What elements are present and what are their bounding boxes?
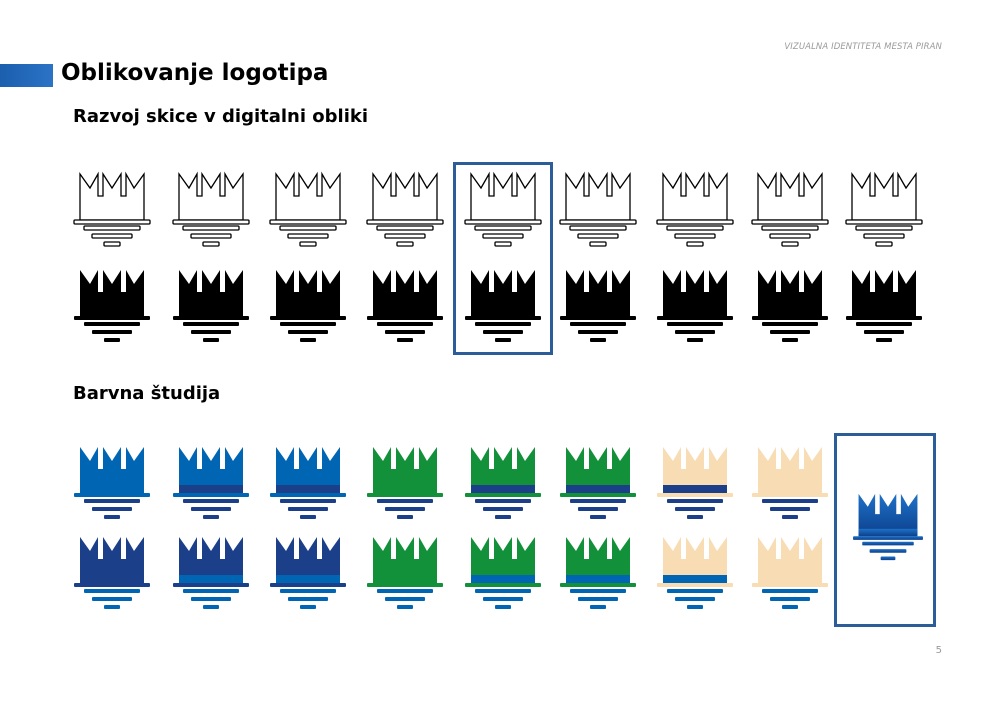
logo-color-variant <box>169 531 253 615</box>
selected-sketch-frame <box>453 162 553 355</box>
logo-color-variant <box>363 531 447 615</box>
logo-sketch-outline <box>70 168 154 252</box>
logo-color-variant <box>556 531 640 615</box>
section-heading-sketch: Razvoj skice v digitalni obliki <box>73 106 369 127</box>
logo-color-variant <box>70 441 154 525</box>
logo-sketch-outline <box>266 168 350 252</box>
logo-final-gradient <box>849 488 926 565</box>
accent-tab <box>0 64 53 87</box>
logo-color-variant <box>363 441 447 525</box>
logo-sketch-outline <box>748 168 832 252</box>
logo-sketch-filled <box>461 264 545 348</box>
logo-color-variant <box>653 441 737 525</box>
page-number: 5 <box>935 645 942 656</box>
logo-color-variant <box>461 441 545 525</box>
page-title: Oblikovanje logotipa <box>61 60 329 86</box>
logo-sketch-outline <box>556 168 640 252</box>
logo-color-variant <box>461 531 545 615</box>
logo-sketch-filled <box>70 264 154 348</box>
logo-color-variant <box>748 531 832 615</box>
logo-sketch-outline <box>461 168 545 252</box>
logo-sketch-outline <box>653 168 737 252</box>
logo-sketch-outline <box>169 168 253 252</box>
logo-sketch-filled <box>556 264 640 348</box>
logo-color-variant <box>169 441 253 525</box>
logo-color-variant <box>556 441 640 525</box>
logo-sketch-filled <box>169 264 253 348</box>
running-header: VIZUALNA IDENTITETA MESTA PIRAN <box>784 42 942 52</box>
logo-sketch-outline <box>842 168 926 252</box>
logo-color-variant <box>70 531 154 615</box>
logo-sketch-outline <box>363 168 447 252</box>
logo-color-variant <box>653 531 737 615</box>
section-heading-color: Barvna študija <box>73 383 221 404</box>
logo-color-variant <box>748 441 832 525</box>
logo-sketch-filled <box>748 264 832 348</box>
logo-color-variant <box>266 441 350 525</box>
logo-sketch-filled <box>842 264 926 348</box>
logo-sketch-filled <box>653 264 737 348</box>
logo-sketch-filled <box>363 264 447 348</box>
logo-color-variant <box>266 531 350 615</box>
selected-color-frame <box>834 433 936 627</box>
logo-sketch-filled <box>266 264 350 348</box>
